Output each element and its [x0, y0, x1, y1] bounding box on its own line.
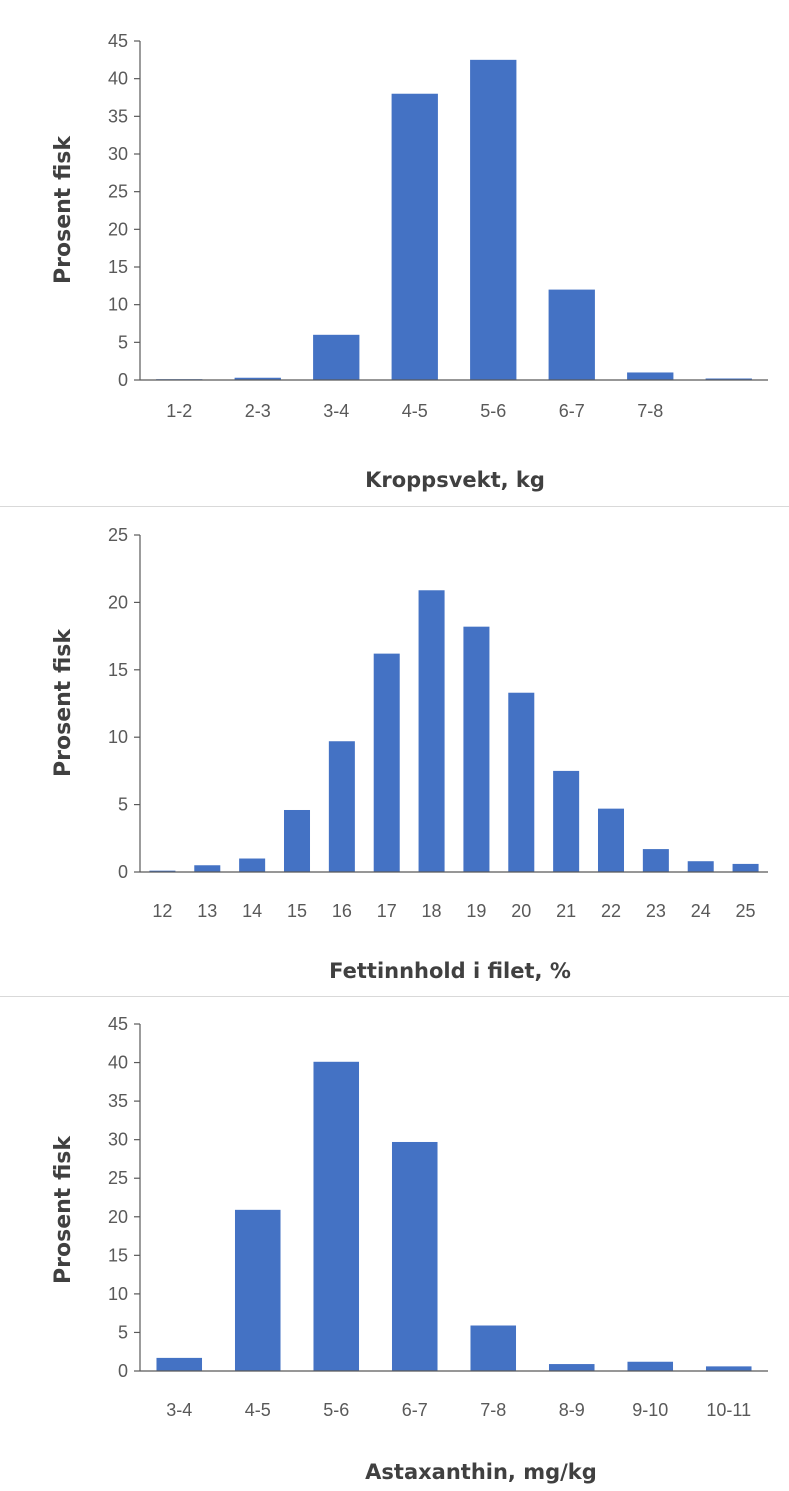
x-tick-label: 21 — [556, 901, 576, 921]
x-tick-label: 12 — [152, 901, 172, 921]
bar — [642, 849, 669, 872]
x-tick-label: 7-8 — [480, 1400, 506, 1420]
bar — [234, 377, 281, 380]
bar — [470, 59, 517, 380]
y-tick-label: 20 — [108, 1207, 128, 1227]
y-axis-label: Prosent fisk — [51, 135, 76, 284]
bar — [283, 809, 311, 872]
x-tick-label: 25 — [736, 901, 756, 921]
y-tick-label: 25 — [108, 525, 128, 545]
chart-panel-astaxanthin: Prosent fisk Astaxanthin, mg/kg 0 5 10 15 20… — [0, 997, 789, 1491]
x-tick-label: 4-5 — [402, 401, 428, 421]
y-tick-label: 5 — [118, 1322, 128, 1342]
x-tick-label: 2-3 — [245, 401, 271, 421]
bar — [156, 1357, 203, 1371]
y-axis-label: Prosent fisk — [51, 628, 76, 777]
bar — [508, 692, 535, 872]
x-tick-label: 4-5 — [245, 1400, 271, 1420]
bar — [194, 865, 221, 872]
x-tick-label: 9-10 — [632, 1400, 668, 1420]
bar — [313, 1061, 360, 1371]
x-tick-label: 5-6 — [323, 1400, 349, 1420]
bar — [239, 858, 266, 872]
bar — [470, 1325, 517, 1371]
x-tick-label: 3-4 — [323, 401, 349, 421]
y-tick-label: 5 — [118, 795, 128, 815]
bar — [553, 770, 580, 872]
bar — [627, 1361, 674, 1371]
bar — [597, 808, 625, 872]
bar — [328, 741, 355, 872]
x-tick-label: 22 — [601, 901, 621, 921]
x-tick-label: 6-7 — [559, 401, 585, 421]
bar — [687, 861, 714, 872]
y-tick-label: 0 — [118, 1361, 128, 1381]
bar — [149, 870, 176, 872]
y-tick-label: 20 — [108, 219, 128, 239]
x-tick-label: 18 — [422, 901, 442, 921]
bar — [548, 289, 595, 380]
y-tick-label: 0 — [118, 862, 128, 882]
y-tick-label: 45 — [108, 31, 128, 51]
x-tick-label: 20 — [511, 901, 531, 921]
y-tick-label: 10 — [108, 295, 128, 315]
x-tick-label: 8-9 — [559, 1400, 585, 1420]
bar-chart-kroppsvekt: Prosent fisk Kroppsvekt, kg 0 5 10 15 20 25 30… — [51, 31, 768, 492]
panel-divider — [0, 506, 789, 507]
y-tick-label: 10 — [108, 1284, 128, 1304]
panel-divider — [0, 996, 789, 997]
x-tick-label: 23 — [646, 901, 666, 921]
x-tick-label: 10-11 — [706, 1400, 751, 1420]
y-tick-label: 35 — [108, 106, 128, 126]
x-axis-label: Fettinnhold i filet, % — [329, 959, 571, 983]
x-tick-label: 16 — [332, 901, 352, 921]
bar — [391, 93, 438, 380]
bar — [548, 1364, 595, 1371]
y-tick-label: 40 — [108, 69, 128, 89]
bar — [705, 1366, 752, 1371]
y-tick-label: 15 — [108, 257, 128, 277]
y-tick-label: 25 — [108, 182, 128, 202]
y-tick-label: 25 — [108, 1168, 128, 1188]
y-tick-label: 10 — [108, 727, 128, 747]
y-tick-label: 5 — [118, 332, 128, 352]
bar — [732, 863, 759, 872]
x-tick-label: 7-8 — [637, 401, 663, 421]
bar — [418, 590, 445, 872]
x-tick-label: 14 — [242, 901, 262, 921]
x-tick-label: 1-2 — [166, 401, 192, 421]
bar — [705, 378, 752, 380]
y-axis-label: Prosent fisk — [51, 1135, 76, 1284]
bar — [627, 372, 674, 380]
y-tick-label: 20 — [108, 592, 128, 612]
x-tick-label: 19 — [466, 901, 486, 921]
x-tick-label: 3-4 — [166, 1400, 192, 1420]
y-tick-label: 30 — [108, 144, 128, 164]
y-tick-label: 35 — [108, 1091, 128, 1111]
bar-chart-fettinnhold: Prosent fisk Fettinnhold i filet, % 0 5 10… — [51, 525, 768, 983]
x-tick-label: 6-7 — [402, 1400, 428, 1420]
bar — [234, 1209, 281, 1371]
chart-panel-fettinnhold: Prosent fisk Fettinnhold i filet, % 0 5 10… — [0, 507, 789, 995]
bar-chart-astaxanthin: Prosent fisk Astaxanthin, mg/kg 0 5 10 15 20… — [51, 1014, 768, 1484]
x-tick-label: 15 — [287, 901, 307, 921]
chart-panel-kroppsvekt: Prosent fisk Kroppsvekt, kg 0 5 10 15 20 25 30… — [0, 0, 789, 505]
bar — [313, 334, 360, 380]
bar — [463, 626, 490, 872]
y-tick-label: 0 — [118, 370, 128, 390]
y-tick-label: 15 — [108, 1245, 128, 1265]
y-tick-label: 30 — [108, 1130, 128, 1150]
x-axis-label: Kroppsvekt, kg — [365, 468, 545, 492]
y-tick-label: 45 — [108, 1014, 128, 1034]
x-tick-label: 17 — [377, 901, 397, 921]
x-tick-label: 13 — [197, 901, 217, 921]
y-tick-label: 40 — [108, 1053, 128, 1073]
y-tick-label: 15 — [108, 660, 128, 680]
x-tick-label: 5-6 — [480, 401, 506, 421]
bar — [391, 1141, 438, 1371]
bar — [373, 653, 400, 872]
x-tick-label: 24 — [691, 901, 711, 921]
x-axis-label: Astaxanthin, mg/kg — [365, 1460, 597, 1484]
